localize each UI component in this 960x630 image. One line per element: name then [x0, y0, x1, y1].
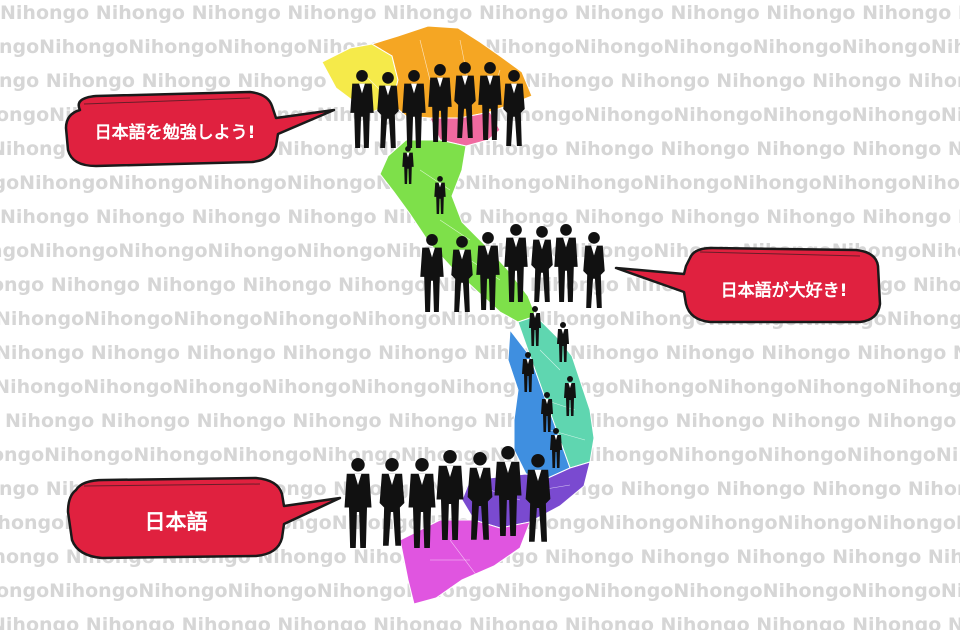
businessperson-silhouette	[583, 232, 605, 309]
speech-bubble-1	[64, 90, 336, 168]
businessperson-silhouette	[494, 446, 522, 536]
businessperson-silhouette	[408, 458, 436, 548]
businessperson-silhouette	[428, 64, 452, 142]
speech-bubble-2	[614, 246, 882, 324]
businessperson-silhouette	[379, 458, 405, 546]
bubble-text-2: 日本語が大好き!	[720, 281, 848, 301]
bubble-text-1: 日本語を勉強しよう!	[94, 123, 256, 143]
businessperson-silhouette	[350, 70, 374, 148]
businessperson-silhouette	[434, 176, 446, 214]
businesspeople-silhouettes	[344, 62, 605, 548]
businessperson-silhouette	[402, 146, 414, 184]
businessperson-silhouette	[531, 226, 553, 303]
businessperson-silhouette	[454, 62, 476, 139]
businessperson-silhouette	[467, 452, 493, 540]
businessperson-silhouette	[525, 454, 551, 542]
businessperson-silhouette	[402, 70, 426, 148]
businessperson-silhouette	[541, 392, 553, 432]
businessperson-silhouette	[557, 322, 569, 362]
businessperson-silhouette	[344, 458, 372, 548]
businessperson-silhouette	[451, 236, 473, 313]
businessperson-silhouette	[564, 376, 576, 416]
businessperson-silhouette	[476, 232, 500, 310]
bubble-shape	[66, 476, 342, 560]
businessperson-silhouette	[503, 70, 525, 147]
bubble-shape	[64, 90, 336, 168]
businessperson-silhouette	[478, 62, 502, 140]
businessperson-silhouette	[377, 72, 399, 149]
speech-bubble-3	[66, 476, 342, 560]
businessperson-silhouette	[420, 234, 444, 312]
bubble-text-3: 日本語	[144, 510, 208, 534]
businessperson-silhouette	[436, 450, 464, 540]
businessperson-silhouette	[522, 352, 534, 392]
businessperson-silhouette	[529, 306, 541, 346]
bubble-shape	[614, 246, 882, 324]
businessperson-silhouette	[554, 224, 578, 302]
businessperson-silhouette	[550, 428, 562, 468]
businessperson-silhouette	[504, 224, 528, 302]
